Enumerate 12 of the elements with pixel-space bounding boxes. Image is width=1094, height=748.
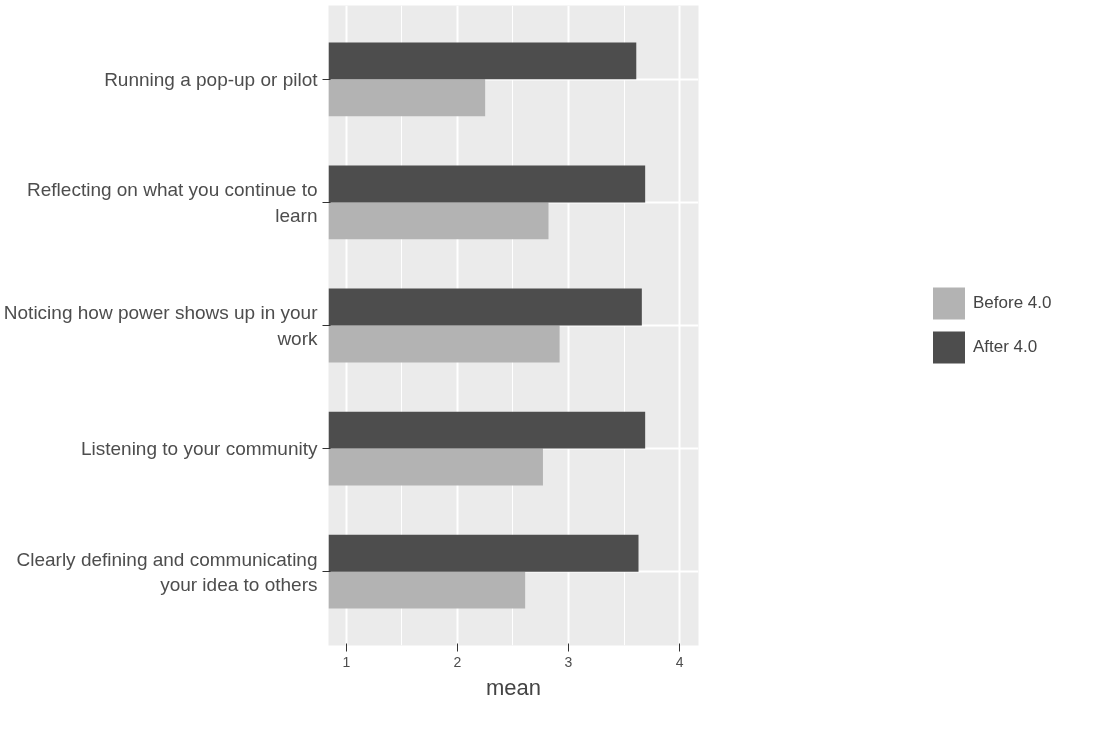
y-tick-label: Reflecting on what you continue to learn xyxy=(27,179,318,226)
y-tick-label: Running a pop-up or pilot xyxy=(104,68,319,90)
y-tick-label: Noticing how power shows up in your work xyxy=(3,302,319,349)
legend-label: Before 4.0 xyxy=(973,293,1053,313)
x-tick-label: 2 xyxy=(453,653,462,670)
x-axis-title: mean xyxy=(485,674,542,700)
y-tick-label: Clearly defining and communicating your idea to others xyxy=(16,548,318,595)
x-tick-label: 3 xyxy=(564,653,573,670)
x-tick-label: 4 xyxy=(675,653,684,670)
y-tick-label: Listening to your community xyxy=(80,438,318,460)
legend-label: After 4.0 xyxy=(973,337,1039,357)
x-tick-label: 1 xyxy=(342,653,351,670)
